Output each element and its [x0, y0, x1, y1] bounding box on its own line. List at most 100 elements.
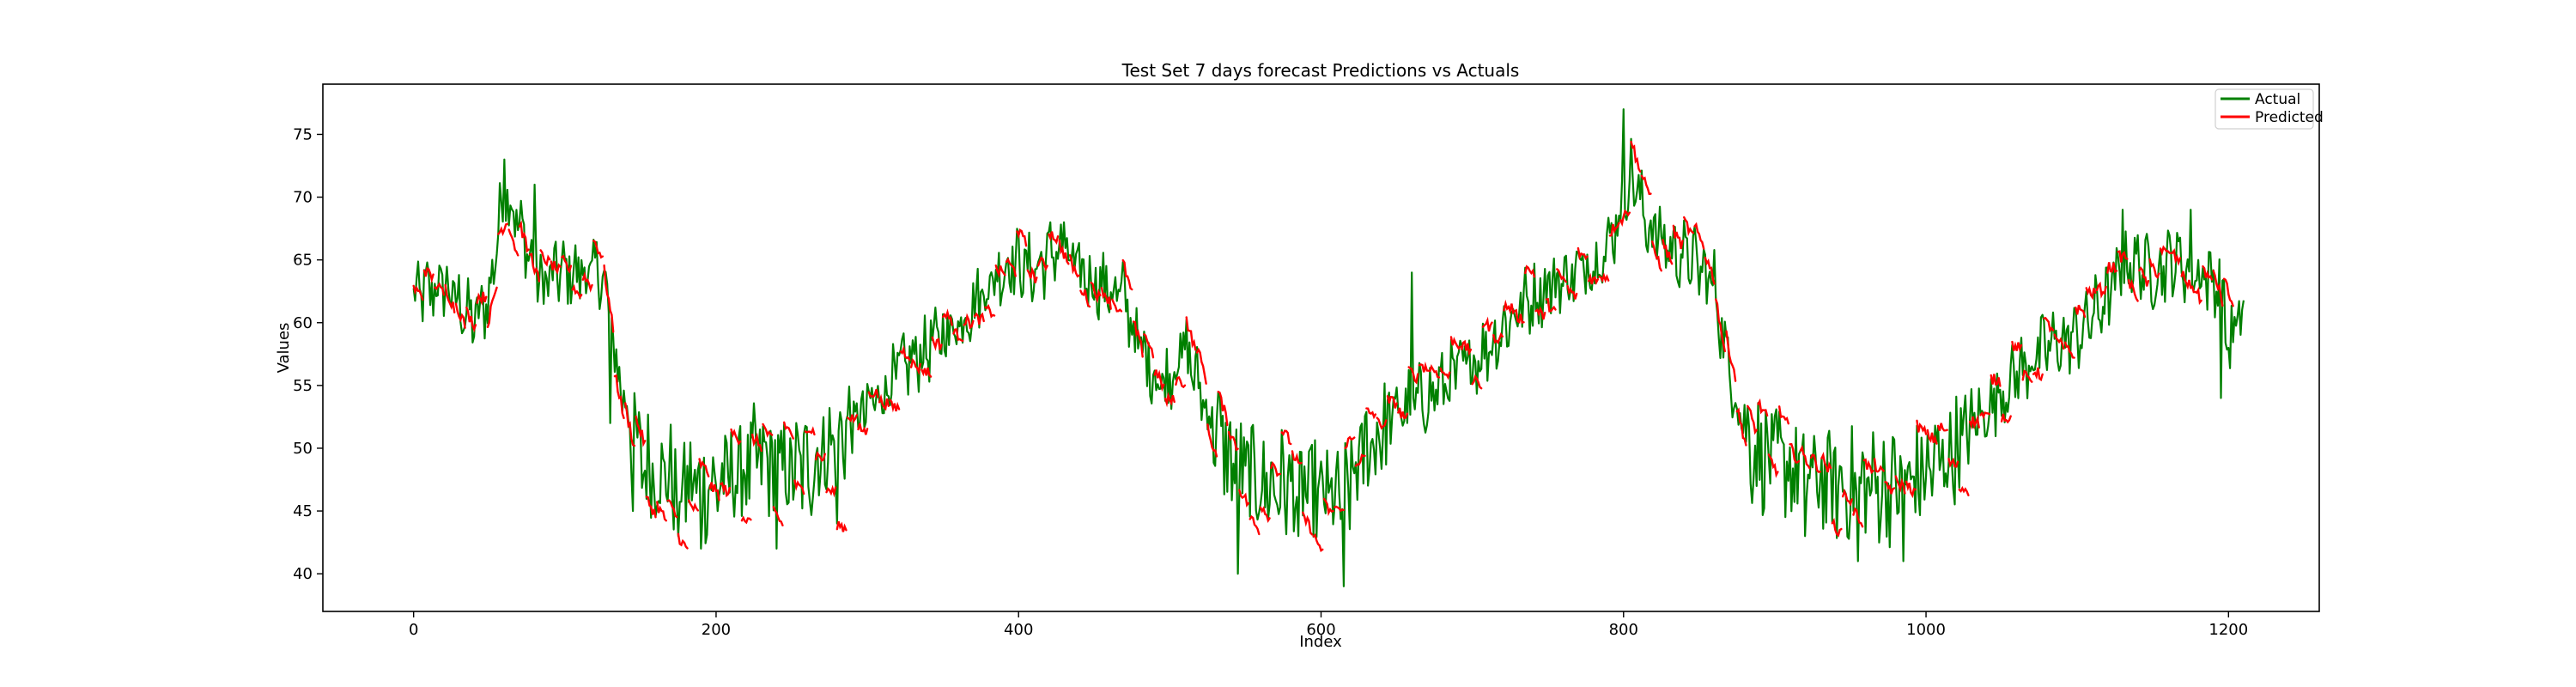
series-segment-predicted: [688, 499, 700, 513]
series-segment-predicted: [878, 393, 890, 411]
series-segment-predicted: [2212, 270, 2224, 307]
series-segment-predicted: [2053, 333, 2065, 350]
series-segment-predicted: [931, 336, 943, 351]
series-segment-predicted: [2063, 341, 2075, 359]
series-segment-predicted: [835, 520, 848, 532]
series-segment-predicted: [867, 388, 879, 398]
series-segment-predicted: [1916, 419, 1928, 435]
y-tick-label: 45: [293, 502, 313, 520]
series-segment-predicted: [1439, 367, 1451, 380]
series-segment-predicted: [624, 402, 636, 447]
series-segment-predicted: [1598, 272, 1610, 283]
series-segment-predicted: [815, 450, 826, 462]
series-segment-predicted: [1397, 407, 1409, 420]
series-segment-predicted: [1693, 222, 1705, 250]
series-segment-predicted: [1429, 364, 1441, 379]
series-segment-predicted: [1662, 239, 1674, 265]
series-segment-predicted: [635, 415, 647, 447]
series-segment-predicted: [1407, 366, 1419, 385]
series-segment-predicted: [1640, 174, 1652, 196]
series-segment-predicted: [2180, 271, 2192, 290]
series-segment-predicted: [963, 313, 975, 330]
series-segment-predicted: [1005, 257, 1017, 277]
series-segment-predicted: [1334, 505, 1346, 513]
series-segment-predicted: [2085, 285, 2097, 301]
series-segment-predicted: [613, 374, 625, 420]
series-segment-predicted: [1111, 298, 1123, 313]
series-segment-predicted: [1683, 216, 1694, 237]
series-segment-predicted: [1492, 331, 1504, 345]
series-segment-predicted: [2159, 245, 2171, 257]
series-segment-predicted: [2117, 250, 2129, 263]
x-tick-label: 200: [702, 621, 731, 639]
series-segment-predicted: [1302, 511, 1314, 536]
series-segment-predicted: [1481, 316, 1493, 332]
series-segment-predicted: [497, 222, 509, 237]
series-segment-predicted: [1354, 453, 1366, 467]
legend: Actual Predicted: [2215, 88, 2324, 130]
series-segment-predicted: [1556, 268, 1568, 283]
series-segment-predicted: [772, 506, 784, 526]
series-segment-predicted: [2032, 367, 2044, 382]
series-segment-predicted: [1449, 336, 1461, 350]
series-segment-predicted: [645, 495, 657, 519]
series-segment-predicted: [1227, 430, 1239, 452]
series-segment-predicted: [1270, 461, 1282, 477]
series-segment-predicted: [1979, 411, 1991, 420]
y-tick-label: 50: [293, 440, 313, 458]
series-segment-predicted: [1418, 361, 1430, 373]
series-segment-predicted: [899, 344, 911, 362]
series-segment-predicted: [1894, 475, 1906, 495]
series-segment-predicted: [1577, 246, 1589, 261]
series-segment-predicted: [1841, 488, 1853, 508]
x-tick-label: 600: [1306, 621, 1335, 639]
series-segment-predicted: [2138, 266, 2150, 287]
series-segment-predicted: [1651, 240, 1663, 272]
series-segment-predicted: [2222, 277, 2234, 307]
series-segment-predicted: [1725, 330, 1737, 382]
series-segment-predicted: [804, 426, 816, 436]
y-axis-label: Values: [275, 323, 293, 374]
series-segment-predicted: [1862, 458, 1874, 475]
series-segment-predicted: [2021, 369, 2033, 383]
series-segment-predicted: [518, 220, 530, 253]
series-segment-predicted: [1386, 395, 1398, 409]
series-segment-predicted: [444, 283, 456, 314]
series-segment-predicted: [1757, 398, 1769, 417]
series-segment-predicted: [1936, 423, 1948, 432]
series-segment-predicted: [561, 254, 573, 274]
series-segment-predicted: [1175, 375, 1187, 389]
series-segment-predicted: [1873, 458, 1885, 473]
series-segment-predicted: [1608, 222, 1620, 237]
series-segment-predicted: [1545, 297, 1557, 313]
series-segment-predicted: [1090, 281, 1102, 304]
series-segment-predicted: [889, 398, 901, 413]
series-segment-predicted: [571, 283, 583, 300]
series-segment-predicted: [486, 286, 498, 329]
series-segment-predicted: [1461, 339, 1473, 356]
series-segment-predicted: [1809, 453, 1821, 473]
series-segment-predicted: [1238, 489, 1250, 508]
series-segment-predicted: [1820, 451, 1832, 473]
chart-title: Test Set 7 days forecast Predictions vs …: [1121, 60, 1520, 81]
legend-label-actual: Actual: [2255, 91, 2300, 108]
series-segment-predicted: [941, 308, 953, 326]
series-segment-predicted: [2043, 316, 2055, 333]
series-segment-predicted: [783, 421, 794, 440]
series-segment-predicted: [1524, 264, 1536, 278]
series-segment-predicted: [1079, 289, 1091, 308]
series-segment-predicted: [2075, 304, 2087, 319]
series-segment-predicted: [422, 266, 434, 284]
series-segment-predicted: [1016, 228, 1028, 247]
series-segment-predicted: [476, 291, 488, 306]
series-segment-predicted: [2190, 285, 2202, 306]
series-segment-predicted: [730, 428, 742, 447]
x-axis: 0 200 400 600 800 1000 1200: [409, 611, 2248, 639]
series-segment-predicted: [1884, 481, 1896, 495]
series-segment-predicted: [1259, 506, 1271, 524]
series-segment-predicted: [1068, 254, 1080, 278]
x-tick-label: 1200: [2208, 621, 2248, 639]
series-segment-predicted: [1958, 485, 1970, 496]
series-segment-predicted: [920, 368, 933, 378]
